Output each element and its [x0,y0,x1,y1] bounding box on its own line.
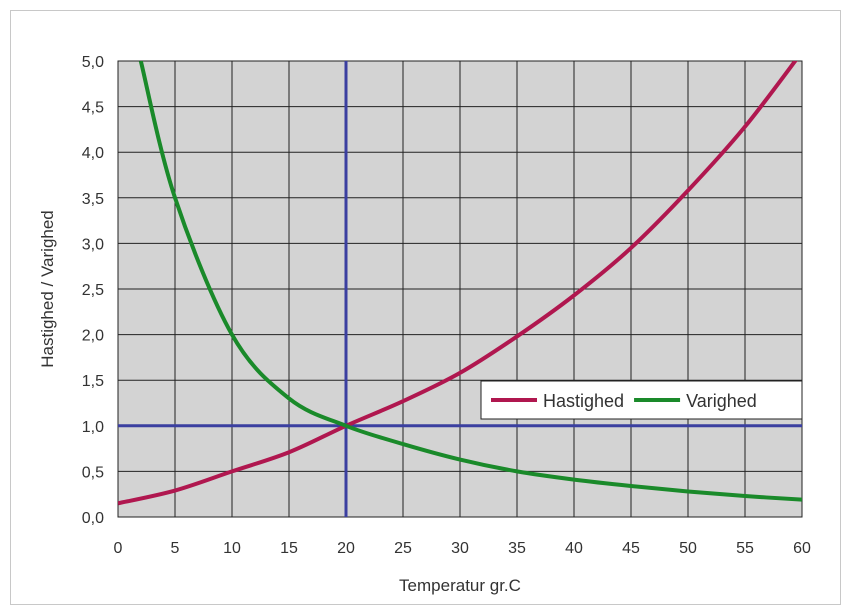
y-axis-ticks: 0,0 0,5 1,0 1,5 2,0 2,5 3,0 3,5 4,0 4,5 5,0 [82,54,104,527]
y-tick-label: 2,5 [82,282,104,299]
y-tick-label: 3,0 [82,236,104,253]
y-tick-label: 2,0 [82,328,104,345]
x-tick-label: 10 [223,540,241,557]
x-tick-label: 55 [736,540,754,557]
x-axis-title: Temperatur gr.C [399,576,521,595]
y-tick-label: 1,5 [82,373,104,390]
x-tick-label: 30 [451,540,469,557]
series-line-hastighed [118,61,798,506]
legend-label-varighed: Varighed [686,391,757,411]
x-tick-label: 15 [280,540,298,557]
x-tick-label: 5 [171,540,180,557]
x-tick-label: 35 [508,540,526,557]
y-axis-title: Hastighed / Varighed [38,210,57,368]
legend-label-hastighed: Hastighed [543,391,624,411]
series-line-varighed [138,61,802,502]
legend: Hastighed Varighed [480,380,803,420]
y-tick-label: 4,5 [82,100,104,117]
chart-frame [10,10,841,605]
x-tick-label: 0 [114,540,123,557]
y-tick-label: 0,0 [82,510,104,527]
x-tick-label: 45 [622,540,640,557]
x-tick-label: 40 [565,540,583,557]
reference-lines [118,61,802,517]
x-tick-label: 60 [793,540,811,557]
y-tick-label: 1,0 [82,419,104,436]
x-tick-label: 25 [394,540,412,557]
x-axis-ticks: 0 5 10 15 20 25 30 35 40 45 50 55 60 [114,540,811,557]
y-tick-label: 4,0 [82,145,104,162]
y-tick-label: 3,5 [82,191,104,208]
y-tick-label: 0,5 [82,464,104,481]
series-lines [118,61,802,506]
y-tick-label: 5,0 [82,54,104,71]
x-tick-label: 50 [679,540,697,557]
x-tick-label: 20 [337,540,355,557]
